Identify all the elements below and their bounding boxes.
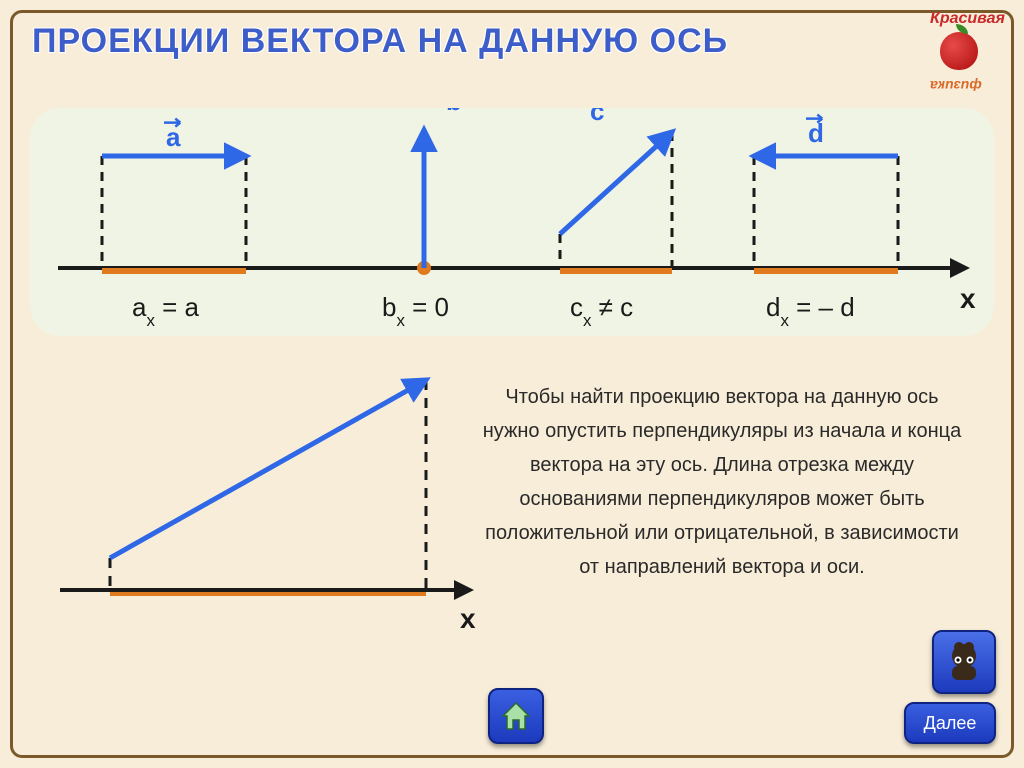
logo-text-top: Красивая: [930, 10, 1005, 28]
svg-text:d: d: [808, 118, 824, 148]
next-button[interactable]: Далее: [904, 702, 996, 744]
home-icon: [499, 699, 533, 733]
svg-text:cx ≠ c: cx ≠ c: [570, 292, 633, 330]
home-button[interactable]: [488, 688, 544, 744]
helper-icon[interactable]: [932, 630, 996, 694]
svg-text:ax = a: ax = a: [132, 292, 200, 330]
next-button-label: Далее: [924, 713, 977, 734]
explanation-text: Чтобы найти проекцию вектора на данную о…: [480, 380, 964, 584]
brand-logo: Красивая физика: [900, 4, 1020, 104]
svg-text:x: x: [460, 603, 476, 634]
lower-diagram: x: [50, 360, 480, 640]
page-title: ПРОЕКЦИИ ВЕКТОРА НА ДАННУЮ ОСЬ: [32, 22, 728, 61]
svg-text:a: a: [166, 122, 181, 152]
svg-text:b: b: [446, 108, 462, 116]
svg-text:x: x: [960, 283, 976, 314]
apple-icon: [940, 32, 978, 70]
vectors-panel: x a ax = a b bx = 0 c cx ≠ c d dx = – d: [30, 108, 994, 336]
svg-text:c: c: [590, 108, 604, 126]
svg-text:dx = – d: dx = – d: [766, 292, 855, 330]
svg-text:bx = 0: bx = 0: [382, 292, 449, 330]
logo-text-bottom: физика: [930, 78, 982, 94]
